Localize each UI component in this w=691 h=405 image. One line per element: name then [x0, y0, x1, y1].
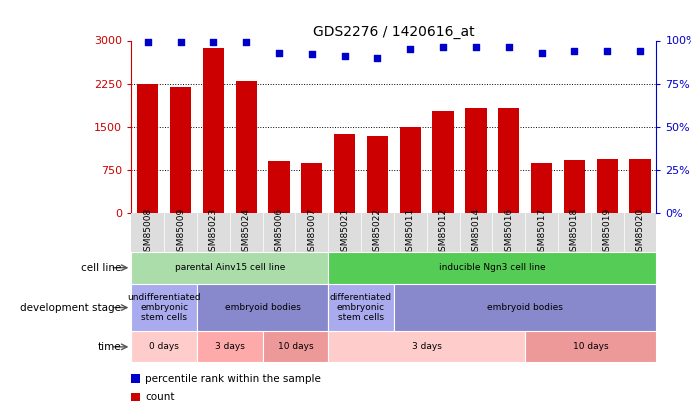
Bar — [236, 81, 257, 213]
Text: GSM85019: GSM85019 — [603, 207, 612, 257]
Point — [240, 39, 252, 45]
Bar — [328, 284, 394, 331]
Point — [471, 44, 482, 51]
Text: percentile rank within the sample: percentile rank within the sample — [145, 373, 321, 384]
Text: GSM85020: GSM85020 — [636, 208, 645, 257]
Text: 3 days: 3 days — [412, 342, 442, 352]
Text: 3 days: 3 days — [215, 342, 245, 352]
Point — [372, 55, 383, 61]
Point — [437, 44, 448, 51]
Bar — [394, 284, 656, 331]
Bar — [465, 108, 486, 213]
Text: time: time — [97, 342, 121, 352]
Point — [503, 44, 514, 51]
Text: GSM85018: GSM85018 — [570, 207, 579, 257]
Point — [175, 39, 186, 45]
Bar — [328, 252, 656, 284]
Title: GDS2276 / 1420616_at: GDS2276 / 1420616_at — [313, 26, 475, 39]
Bar — [630, 159, 651, 213]
Text: differentiated
embryonic
stem cells: differentiated embryonic stem cells — [330, 293, 392, 322]
Text: 0 days: 0 days — [149, 342, 179, 352]
Text: 10 days: 10 days — [573, 342, 609, 352]
Text: GSM85007: GSM85007 — [307, 207, 316, 257]
Point — [208, 39, 219, 45]
Bar — [202, 48, 224, 213]
Text: GSM85023: GSM85023 — [209, 208, 218, 257]
Bar — [367, 136, 388, 213]
Text: undifferentiated
embryonic
stem cells: undifferentiated embryonic stem cells — [127, 293, 201, 322]
Text: GSM85008: GSM85008 — [143, 207, 152, 257]
Text: GSM85014: GSM85014 — [471, 208, 480, 257]
Point — [405, 46, 416, 52]
Bar — [197, 331, 263, 362]
Point — [306, 51, 317, 58]
Bar — [268, 161, 290, 213]
Bar — [131, 284, 197, 331]
Bar — [131, 331, 197, 362]
Point — [634, 48, 645, 54]
Bar — [197, 284, 328, 331]
Bar — [596, 159, 618, 213]
Bar — [263, 331, 328, 362]
Text: development stage: development stage — [20, 303, 121, 313]
Bar — [564, 160, 585, 213]
Point — [339, 53, 350, 59]
Bar — [433, 111, 454, 213]
Point — [142, 39, 153, 45]
Text: cell line: cell line — [81, 263, 121, 273]
Bar — [525, 331, 656, 362]
Text: parental Ainv15 cell line: parental Ainv15 cell line — [175, 263, 285, 272]
Bar — [531, 163, 552, 213]
Text: 10 days: 10 days — [278, 342, 313, 352]
Text: GSM85006: GSM85006 — [274, 207, 283, 257]
Text: embryoid bodies: embryoid bodies — [225, 303, 301, 312]
Point — [602, 48, 613, 54]
Text: GSM85009: GSM85009 — [176, 207, 185, 257]
Point — [536, 49, 547, 56]
Point — [569, 48, 580, 54]
Text: inducible Ngn3 cell line: inducible Ngn3 cell line — [439, 263, 546, 272]
Bar — [137, 83, 158, 213]
Text: GSM85017: GSM85017 — [537, 207, 546, 257]
Text: GSM85012: GSM85012 — [439, 208, 448, 257]
Text: GSM85024: GSM85024 — [242, 208, 251, 257]
Bar — [328, 331, 525, 362]
Text: GSM85022: GSM85022 — [373, 208, 382, 257]
Text: count: count — [145, 392, 175, 402]
Text: GSM85021: GSM85021 — [340, 208, 349, 257]
Bar — [498, 108, 520, 213]
Text: embryoid bodies: embryoid bodies — [487, 303, 563, 312]
Text: GSM85016: GSM85016 — [504, 207, 513, 257]
Bar — [399, 127, 421, 213]
Bar — [170, 87, 191, 213]
Bar — [334, 134, 355, 213]
Point — [274, 49, 285, 56]
Text: GSM85011: GSM85011 — [406, 207, 415, 257]
Bar — [301, 163, 323, 213]
Bar — [131, 252, 328, 284]
